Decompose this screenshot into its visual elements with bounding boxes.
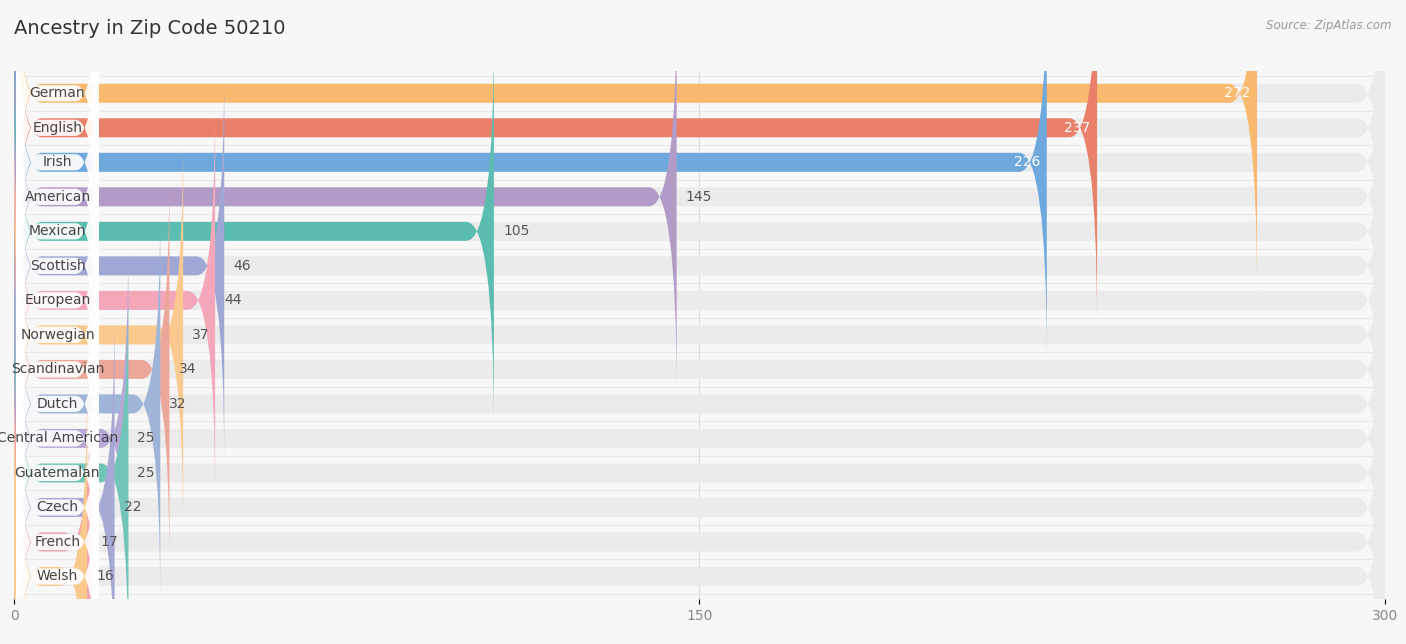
Text: American: American (24, 190, 90, 204)
FancyBboxPatch shape (14, 276, 1385, 644)
Text: Norwegian: Norwegian (20, 328, 94, 342)
FancyBboxPatch shape (14, 379, 87, 644)
Text: English: English (32, 121, 83, 135)
FancyBboxPatch shape (14, 0, 1097, 325)
Text: Ancestry in Zip Code 50210: Ancestry in Zip Code 50210 (14, 19, 285, 39)
FancyBboxPatch shape (17, 412, 98, 644)
FancyBboxPatch shape (14, 310, 115, 644)
Text: French: French (34, 535, 80, 549)
FancyBboxPatch shape (17, 0, 98, 258)
FancyBboxPatch shape (14, 0, 1046, 360)
Text: Source: ZipAtlas.com: Source: ZipAtlas.com (1267, 19, 1392, 32)
FancyBboxPatch shape (14, 172, 1385, 567)
FancyBboxPatch shape (17, 0, 98, 327)
FancyBboxPatch shape (14, 241, 1385, 636)
Text: German: German (30, 86, 86, 100)
Text: 237: 237 (1064, 121, 1090, 135)
FancyBboxPatch shape (14, 33, 1385, 429)
Text: 34: 34 (179, 363, 195, 376)
Text: 32: 32 (170, 397, 187, 411)
FancyBboxPatch shape (14, 33, 494, 429)
Text: Scottish: Scottish (30, 259, 86, 273)
FancyBboxPatch shape (17, 240, 98, 569)
Text: 25: 25 (138, 466, 155, 480)
FancyBboxPatch shape (14, 0, 1385, 360)
FancyBboxPatch shape (14, 206, 1385, 601)
FancyBboxPatch shape (14, 345, 1385, 644)
FancyBboxPatch shape (17, 32, 98, 361)
FancyBboxPatch shape (14, 137, 1385, 533)
Text: Central American: Central American (0, 431, 118, 446)
FancyBboxPatch shape (14, 0, 676, 394)
FancyBboxPatch shape (17, 136, 98, 465)
FancyBboxPatch shape (14, 0, 1257, 291)
FancyBboxPatch shape (17, 205, 98, 534)
Text: European: European (24, 294, 90, 307)
Text: 46: 46 (233, 259, 252, 273)
Text: Scandinavian: Scandinavian (11, 363, 104, 376)
Text: 22: 22 (124, 500, 141, 515)
FancyBboxPatch shape (14, 103, 1385, 498)
FancyBboxPatch shape (14, 310, 1385, 644)
FancyBboxPatch shape (17, 0, 98, 292)
FancyBboxPatch shape (17, 101, 98, 430)
FancyBboxPatch shape (17, 308, 98, 638)
FancyBboxPatch shape (14, 345, 91, 644)
FancyBboxPatch shape (17, 377, 98, 644)
FancyBboxPatch shape (14, 0, 1385, 394)
FancyBboxPatch shape (14, 172, 170, 567)
FancyBboxPatch shape (14, 206, 160, 601)
FancyBboxPatch shape (17, 67, 98, 396)
FancyBboxPatch shape (14, 276, 128, 644)
FancyBboxPatch shape (14, 241, 128, 636)
Text: 226: 226 (1014, 155, 1040, 169)
FancyBboxPatch shape (14, 379, 1385, 644)
Text: 17: 17 (101, 535, 118, 549)
Text: 16: 16 (96, 569, 114, 583)
FancyBboxPatch shape (14, 137, 183, 533)
FancyBboxPatch shape (17, 343, 98, 644)
Text: 145: 145 (686, 190, 713, 204)
Text: 37: 37 (193, 328, 209, 342)
Text: 105: 105 (503, 224, 530, 238)
FancyBboxPatch shape (17, 274, 98, 603)
Text: 44: 44 (225, 294, 242, 307)
Text: 25: 25 (138, 431, 155, 446)
FancyBboxPatch shape (14, 103, 215, 498)
Text: Guatemalan: Guatemalan (14, 466, 100, 480)
Text: Welsh: Welsh (37, 569, 79, 583)
FancyBboxPatch shape (14, 68, 225, 464)
Text: Irish: Irish (42, 155, 72, 169)
Text: Dutch: Dutch (37, 397, 79, 411)
FancyBboxPatch shape (14, 68, 1385, 464)
Text: Mexican: Mexican (28, 224, 86, 238)
FancyBboxPatch shape (14, 0, 1385, 325)
FancyBboxPatch shape (14, 0, 1385, 291)
FancyBboxPatch shape (17, 171, 98, 499)
Text: Czech: Czech (37, 500, 79, 515)
Text: 272: 272 (1223, 86, 1250, 100)
